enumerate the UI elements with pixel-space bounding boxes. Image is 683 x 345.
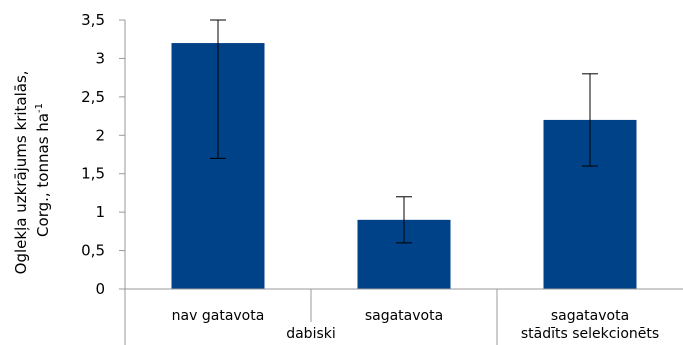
y-tick-label: 1,5 bbox=[81, 165, 105, 183]
y-axis-title-superscript: -1 bbox=[34, 103, 45, 113]
y-tick-label: 0,5 bbox=[81, 242, 105, 260]
y-tick-label: 3,5 bbox=[81, 11, 105, 29]
category-labels: nav gatavota sagatavota sagatavota dabiski s… bbox=[172, 308, 659, 342]
category-label: nav gatavota bbox=[172, 308, 265, 324]
group-label: dabiski bbox=[286, 326, 336, 342]
category-label: sagatavota bbox=[551, 308, 629, 324]
y-axis-title-line-2: Corg., tonnas ha-1 bbox=[34, 103, 52, 237]
y-tick-label: 3 bbox=[95, 49, 105, 67]
category-label: sagatavota bbox=[365, 308, 443, 324]
group-label: stādīts selekcionēts bbox=[521, 326, 659, 342]
y-axis-title-line-1: Oglekļa uzkrājums kritalās, bbox=[12, 70, 30, 274]
bars bbox=[171, 43, 637, 290]
y-tick-label: 2 bbox=[95, 126, 105, 144]
y-tick-label: 0 bbox=[95, 280, 105, 298]
y-tick-label: 1 bbox=[95, 203, 105, 221]
y-tick-label: 2,5 bbox=[81, 88, 105, 106]
axes bbox=[119, 20, 683, 345]
y-axis-title: Oglekļa uzkrājums kritalās, Corg., tonna… bbox=[12, 66, 52, 275]
y-axis-title-line-2-text: Corg., tonnas ha bbox=[34, 113, 52, 237]
y-axis-ticks: 0 0,5 1 1,5 2 2,5 3 3,5 bbox=[81, 11, 125, 298]
error-bars bbox=[210, 19, 598, 244]
